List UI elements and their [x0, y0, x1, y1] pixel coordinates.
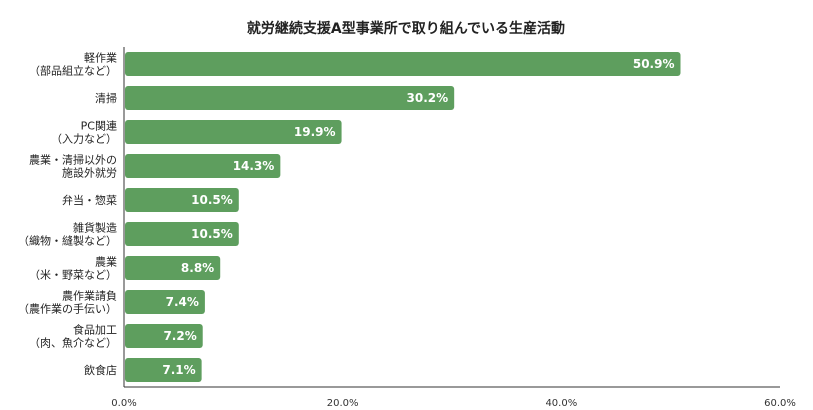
- category-label-3-0: 農業・清掃以外の: [29, 153, 117, 167]
- category-label-0-1: （部品組立など）: [29, 64, 117, 78]
- category-label-5-1: （織物・縫製など）: [18, 234, 117, 248]
- x-tick-label-1: 20.0%: [327, 398, 359, 409]
- category-labels: 軽作業（部品組立など） 清掃 PC関連（入力など） 農業・清掃以外の施設外就労弁当・惣…: [18, 52, 117, 378]
- bars-group: [125, 52, 681, 382]
- category-label-4-0: 弁当・惣菜: [62, 193, 117, 207]
- value-labels: 50.9% 30.2% 19.9% 14.3% 10.5% 10.5% 8.8% 7.4% 7.…: [162, 57, 674, 377]
- value-label-5: 10.5%: [191, 227, 233, 241]
- x-tick-label-0: 0.0%: [111, 398, 136, 409]
- value-label-3: 14.3%: [233, 159, 275, 173]
- category-label-6-1: （米・野菜など）: [29, 269, 117, 282]
- bar-9: [125, 358, 202, 382]
- bar-2: [125, 120, 342, 144]
- category-label-1-0: 清掃: [95, 91, 117, 105]
- chart-title: 就労継続支援A型事業所で取り組んでいる生産活動: [247, 20, 565, 37]
- value-label-8: 7.2%: [163, 329, 196, 343]
- bar-1: [125, 86, 455, 110]
- category-label-8-0: 食品加工: [73, 323, 117, 337]
- category-label-5-0: 雑貨製造: [73, 221, 117, 235]
- bar-3: [125, 154, 281, 178]
- value-label-2: 19.9%: [294, 125, 336, 139]
- bar-8: [125, 324, 203, 348]
- category-label-3-1: 施設外就労: [62, 166, 117, 180]
- bar-5: [125, 222, 239, 246]
- value-label-7: 7.4%: [166, 295, 199, 309]
- x-tick-label-2: 40.0%: [545, 398, 577, 409]
- value-label-1: 30.2%: [407, 91, 449, 105]
- value-label-6: 8.8%: [181, 261, 214, 275]
- category-label-2-1: （入力など）: [51, 133, 117, 146]
- x-tick-labels: 0.0% 20.0% 40.0% 60.0%: [111, 398, 796, 409]
- category-label-8-1: （肉、魚介など）: [29, 337, 117, 350]
- category-label-2-0: PC関連: [81, 119, 117, 133]
- category-label-7-1: （農作業の手伝い）: [18, 302, 117, 316]
- x-tick-label-3: 60.0%: [764, 398, 796, 409]
- category-label-9-0: 飲食店: [84, 363, 117, 377]
- value-label-0: 50.9%: [633, 57, 675, 71]
- bar-7: [125, 290, 205, 314]
- bar-0: [125, 52, 681, 76]
- category-label-6-0: 農業: [95, 255, 117, 269]
- bar-6: [125, 256, 221, 280]
- value-label-4: 10.5%: [191, 193, 233, 207]
- bar-4: [125, 188, 239, 212]
- value-label-9: 7.1%: [162, 363, 195, 377]
- category-label-7-0: 農作業請負: [62, 289, 117, 303]
- category-label-0-0: 軽作業: [84, 52, 117, 65]
